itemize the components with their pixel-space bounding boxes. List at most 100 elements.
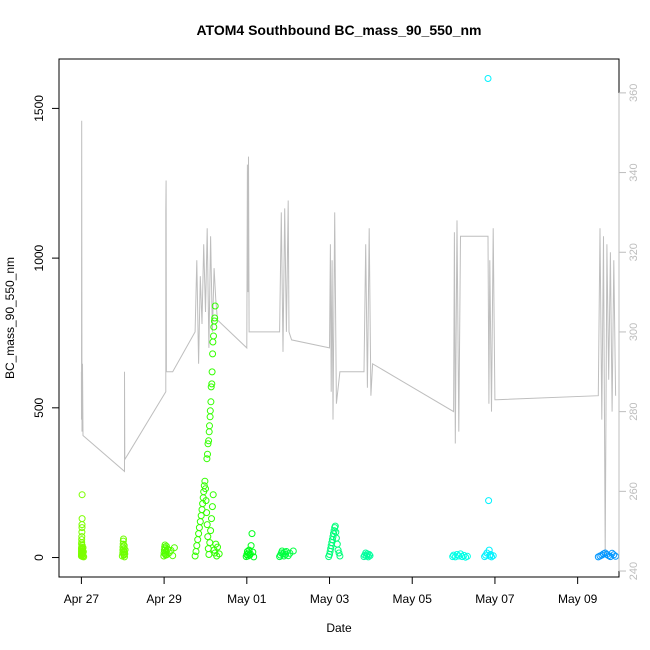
data-point bbox=[335, 549, 343, 557]
series-1 bbox=[77, 491, 88, 561]
secondary-series-line bbox=[80, 120, 617, 556]
data-point bbox=[336, 552, 344, 560]
series-11 bbox=[594, 549, 620, 561]
data-point bbox=[206, 413, 214, 421]
data-point bbox=[450, 551, 458, 559]
data-point bbox=[195, 524, 203, 532]
y-tick-label: 1500 bbox=[32, 95, 46, 122]
y2-tick-label: 240 bbox=[628, 562, 640, 580]
x-tick-label: May 01 bbox=[227, 592, 267, 606]
data-point bbox=[78, 491, 86, 499]
data-point bbox=[485, 497, 493, 505]
x-tick-label: May 09 bbox=[558, 592, 598, 606]
data-point bbox=[250, 553, 258, 561]
data-point bbox=[204, 533, 212, 541]
data-point bbox=[202, 497, 210, 505]
data-point bbox=[121, 546, 129, 554]
data-point bbox=[245, 546, 253, 554]
series-9 bbox=[449, 550, 471, 561]
data-point bbox=[247, 542, 255, 550]
x-axis-label: Date bbox=[326, 621, 352, 635]
data-point bbox=[204, 440, 212, 448]
y-tick-label: 1000 bbox=[32, 244, 46, 271]
data-point bbox=[194, 536, 202, 544]
x-tick-label: Apr 29 bbox=[146, 592, 182, 606]
y2-tick-label: 260 bbox=[628, 482, 640, 500]
data-point bbox=[488, 553, 495, 561]
data-point bbox=[209, 350, 217, 358]
data-point bbox=[458, 553, 466, 561]
y2-tick-label: 360 bbox=[628, 84, 640, 102]
y-tick-label: 0 bbox=[32, 554, 46, 561]
data-point bbox=[210, 323, 218, 331]
series-7 bbox=[325, 522, 344, 561]
data-point bbox=[121, 553, 128, 561]
y2-tick-label: 280 bbox=[628, 402, 640, 420]
data-point bbox=[463, 552, 471, 560]
y-axis-label: BC_mass_90_550_nm bbox=[3, 257, 17, 379]
data-point bbox=[215, 550, 223, 558]
data-point bbox=[120, 542, 128, 550]
data-point bbox=[603, 551, 611, 558]
line-layer bbox=[80, 120, 617, 556]
series-2 bbox=[118, 535, 129, 561]
plot-box bbox=[58, 58, 620, 578]
data-point bbox=[366, 552, 374, 560]
data-point bbox=[207, 383, 215, 391]
data-point bbox=[207, 398, 215, 406]
data-point bbox=[79, 544, 87, 552]
data-point bbox=[196, 518, 204, 526]
data-point bbox=[208, 515, 215, 523]
data-point bbox=[206, 539, 214, 547]
series-3 bbox=[160, 541, 178, 560]
data-point bbox=[598, 551, 606, 559]
y2-tick-label: 300 bbox=[628, 323, 640, 341]
y2-tick-label: 340 bbox=[628, 163, 640, 181]
data-point bbox=[282, 548, 290, 555]
data-point bbox=[489, 552, 497, 560]
data-point bbox=[207, 527, 215, 535]
data-point bbox=[248, 530, 256, 538]
x-tick-label: May 05 bbox=[393, 592, 433, 606]
data-point bbox=[206, 407, 214, 415]
data-point bbox=[208, 380, 216, 388]
y-tick-label: 500 bbox=[32, 397, 46, 417]
data-point bbox=[195, 530, 203, 538]
data-point bbox=[79, 548, 87, 556]
data-point bbox=[606, 553, 614, 561]
y2-tick-label: 320 bbox=[628, 243, 640, 261]
series-8 bbox=[360, 549, 374, 561]
data-point bbox=[211, 302, 219, 310]
data-point bbox=[205, 437, 213, 445]
data-point bbox=[208, 503, 216, 511]
x-tick-label: May 07 bbox=[475, 592, 515, 606]
data-point bbox=[120, 545, 128, 553]
data-point bbox=[121, 550, 129, 558]
axes-layer: Apr 27 Apr 29 May 01 May 03 May 05 May 07 May … bbox=[32, 84, 640, 606]
data-point bbox=[202, 485, 209, 493]
data-point bbox=[191, 552, 199, 560]
data-point bbox=[460, 551, 468, 559]
data-point bbox=[610, 551, 618, 559]
data-point bbox=[208, 368, 216, 376]
data-point bbox=[78, 524, 86, 532]
chart-title: ATOM4 Southbound BC_mass_90_550_nm bbox=[196, 22, 481, 38]
points-layer bbox=[77, 75, 620, 561]
data-point bbox=[333, 540, 341, 548]
data-point bbox=[78, 533, 86, 541]
data-point bbox=[210, 332, 217, 340]
data-point bbox=[201, 477, 209, 485]
data-point bbox=[481, 553, 489, 561]
x-tick-label: May 03 bbox=[310, 592, 350, 606]
data-point bbox=[80, 553, 88, 561]
data-point bbox=[330, 527, 338, 535]
data-point bbox=[78, 528, 86, 536]
data-point bbox=[211, 314, 219, 322]
series-5 bbox=[242, 530, 258, 561]
data-point bbox=[289, 547, 297, 555]
data-point bbox=[209, 491, 217, 499]
data-point bbox=[249, 548, 257, 556]
data-point bbox=[206, 422, 213, 430]
series-6 bbox=[276, 547, 297, 561]
